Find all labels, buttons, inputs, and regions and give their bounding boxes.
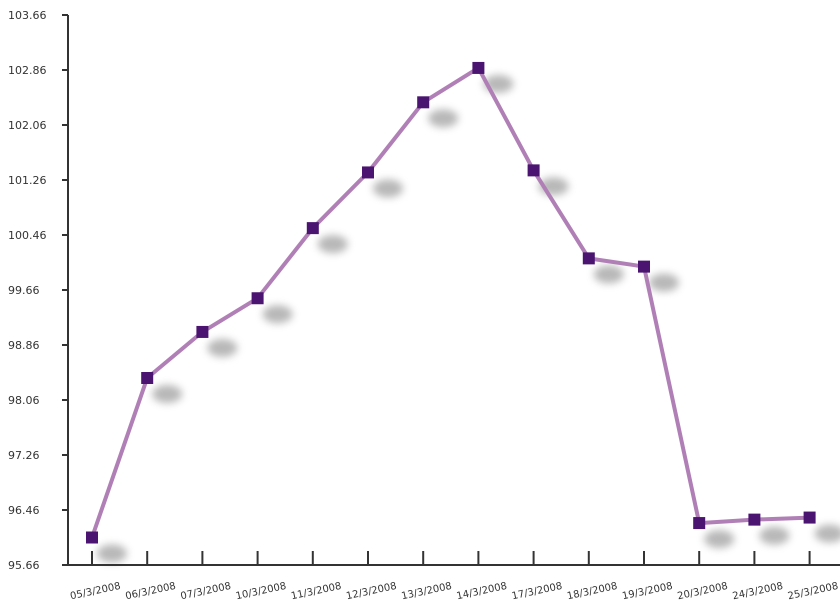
x-tick-label: 07/3/2008 (180, 581, 232, 602)
marker-shadow (317, 235, 348, 254)
data-point-marker (527, 164, 540, 177)
y-tick-label: 102.06 (8, 119, 47, 132)
data-point-marker (472, 61, 485, 74)
x-tick-label: 12/3/2008 (345, 581, 397, 602)
marker-shadow (262, 305, 293, 324)
x-tick-label: 17/3/2008 (511, 581, 563, 602)
x-tick-label: 06/3/2008 (124, 581, 176, 602)
y-tick-label: 96.46 (8, 504, 40, 517)
data-point-marker (417, 96, 430, 109)
marker-shadow (428, 109, 459, 128)
data-point-marker (141, 372, 154, 384)
y-tick-label: 95.66 (8, 559, 40, 572)
x-tick-label: 24/3/2008 (732, 581, 784, 602)
data-point-marker (803, 511, 816, 524)
data-point-marker (638, 260, 650, 273)
y-tick-label: 98.86 (8, 339, 40, 352)
y-tick-label: 97.26 (8, 449, 40, 462)
marker-shadow (814, 524, 840, 543)
data-point-marker (251, 292, 264, 305)
data-point-marker (86, 531, 98, 544)
markers (86, 61, 816, 544)
x-tick-label: 13/3/2008 (400, 581, 452, 602)
y-tick-label: 102.86 (8, 64, 47, 77)
y-tick-label: 100.46 (8, 229, 47, 242)
x-tick-label: 05/3/2008 (69, 581, 121, 602)
y-tick-label: 103.66 (8, 9, 47, 22)
data-point-marker (362, 166, 374, 179)
marker-shadow (97, 544, 127, 563)
x-tick-label: 11/3/2008 (290, 581, 342, 602)
marker-shadow (649, 273, 679, 292)
x-tick-label: 10/3/2008 (235, 581, 287, 602)
y-tick-label: 99.66 (8, 284, 40, 297)
marker-shadow (207, 338, 238, 357)
marker-shadow (373, 179, 403, 198)
data-point-marker (748, 513, 761, 526)
x-tick-label: 20/3/2008 (676, 581, 728, 602)
x-axis: 05/3/2008 06/3/2008 07/3/2008 10/3/2008 11/3… (69, 551, 839, 602)
marker-shadow (152, 385, 183, 403)
y-axis: 95.66 96.46 97.26 98.06 98.86 99.66 100.46 101.… (8, 9, 68, 572)
x-tick-label: 19/3/2008 (621, 581, 673, 602)
series-line (90, 65, 810, 539)
data-point-marker (582, 252, 595, 265)
x-tick-label: 14/3/2008 (456, 581, 508, 602)
data-point-marker (196, 325, 209, 338)
data-point-marker (693, 517, 706, 530)
y-tick-label: 101.26 (8, 174, 47, 187)
data-point-marker (306, 222, 319, 235)
marker-shadow (593, 265, 624, 284)
x-tick-label: 25/3/2008 (787, 581, 839, 602)
marker-shadow (759, 526, 790, 545)
marker-shadow (704, 530, 735, 549)
shadow-layer (97, 74, 840, 563)
y-tick-label: 98.06 (8, 394, 40, 407)
x-tick-label: 18/3/2008 (566, 581, 618, 602)
